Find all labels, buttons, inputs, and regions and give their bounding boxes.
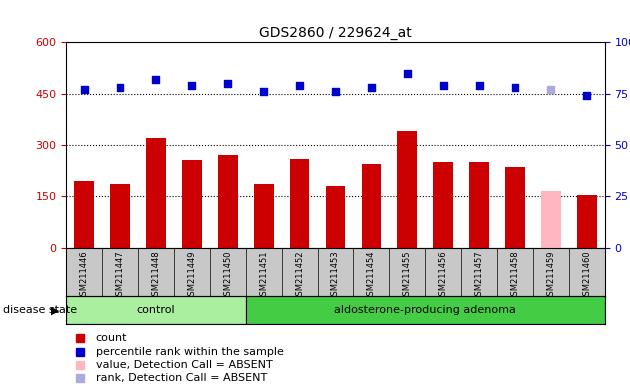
Text: ▶: ▶ [52,305,60,315]
Point [258,88,268,94]
Bar [218,155,238,248]
Text: GSM211449: GSM211449 [187,250,197,301]
Text: GSM211454: GSM211454 [367,250,376,301]
Bar [254,184,273,248]
Text: GSM211450: GSM211450 [223,250,232,301]
Point [367,84,377,91]
Bar [246,296,605,324]
Bar [577,195,597,248]
Bar [362,164,381,248]
Text: GSM211451: GSM211451 [259,250,268,301]
Point [223,80,233,86]
Point [294,82,304,88]
Point [402,70,412,76]
Bar [469,162,489,248]
Text: disease state: disease state [3,305,77,315]
Text: GSM211458: GSM211458 [510,250,520,301]
Point [79,86,89,93]
Bar [110,184,130,248]
Point [510,84,520,91]
Bar [398,131,417,248]
Point [115,84,125,91]
Text: GSM211453: GSM211453 [331,250,340,301]
Text: GSM211457: GSM211457 [474,250,484,301]
Bar [541,191,561,248]
Text: GSM211456: GSM211456 [438,250,448,301]
Point [474,82,484,88]
Point [186,82,197,88]
Bar [505,167,525,248]
Point [330,88,340,94]
Text: GSM211455: GSM211455 [403,250,412,301]
Text: value, Detection Call = ABSENT: value, Detection Call = ABSENT [96,360,273,370]
Text: rank, Detection Call = ABSENT: rank, Detection Call = ABSENT [96,373,267,384]
Bar [146,138,166,248]
Title: GDS2860 / 229624_at: GDS2860 / 229624_at [259,26,412,40]
Text: GSM211460: GSM211460 [582,250,592,301]
Text: GSM211447: GSM211447 [115,250,125,301]
Point [438,82,448,88]
Bar [74,181,94,248]
Text: GSM211452: GSM211452 [295,250,304,301]
Bar [66,296,246,324]
Text: GSM211459: GSM211459 [546,250,556,301]
Text: aldosterone-producing adenoma: aldosterone-producing adenoma [335,305,516,315]
Bar [326,186,345,248]
Bar [290,159,309,248]
Text: count: count [96,333,127,343]
Text: percentile rank within the sample: percentile rank within the sample [96,347,284,357]
Bar [182,161,202,248]
Text: GSM211448: GSM211448 [151,250,161,301]
Point [546,86,556,93]
Text: control: control [137,305,175,315]
Text: GSM211446: GSM211446 [79,250,89,301]
Bar [433,162,453,248]
Point [581,93,592,99]
Point [151,76,161,82]
